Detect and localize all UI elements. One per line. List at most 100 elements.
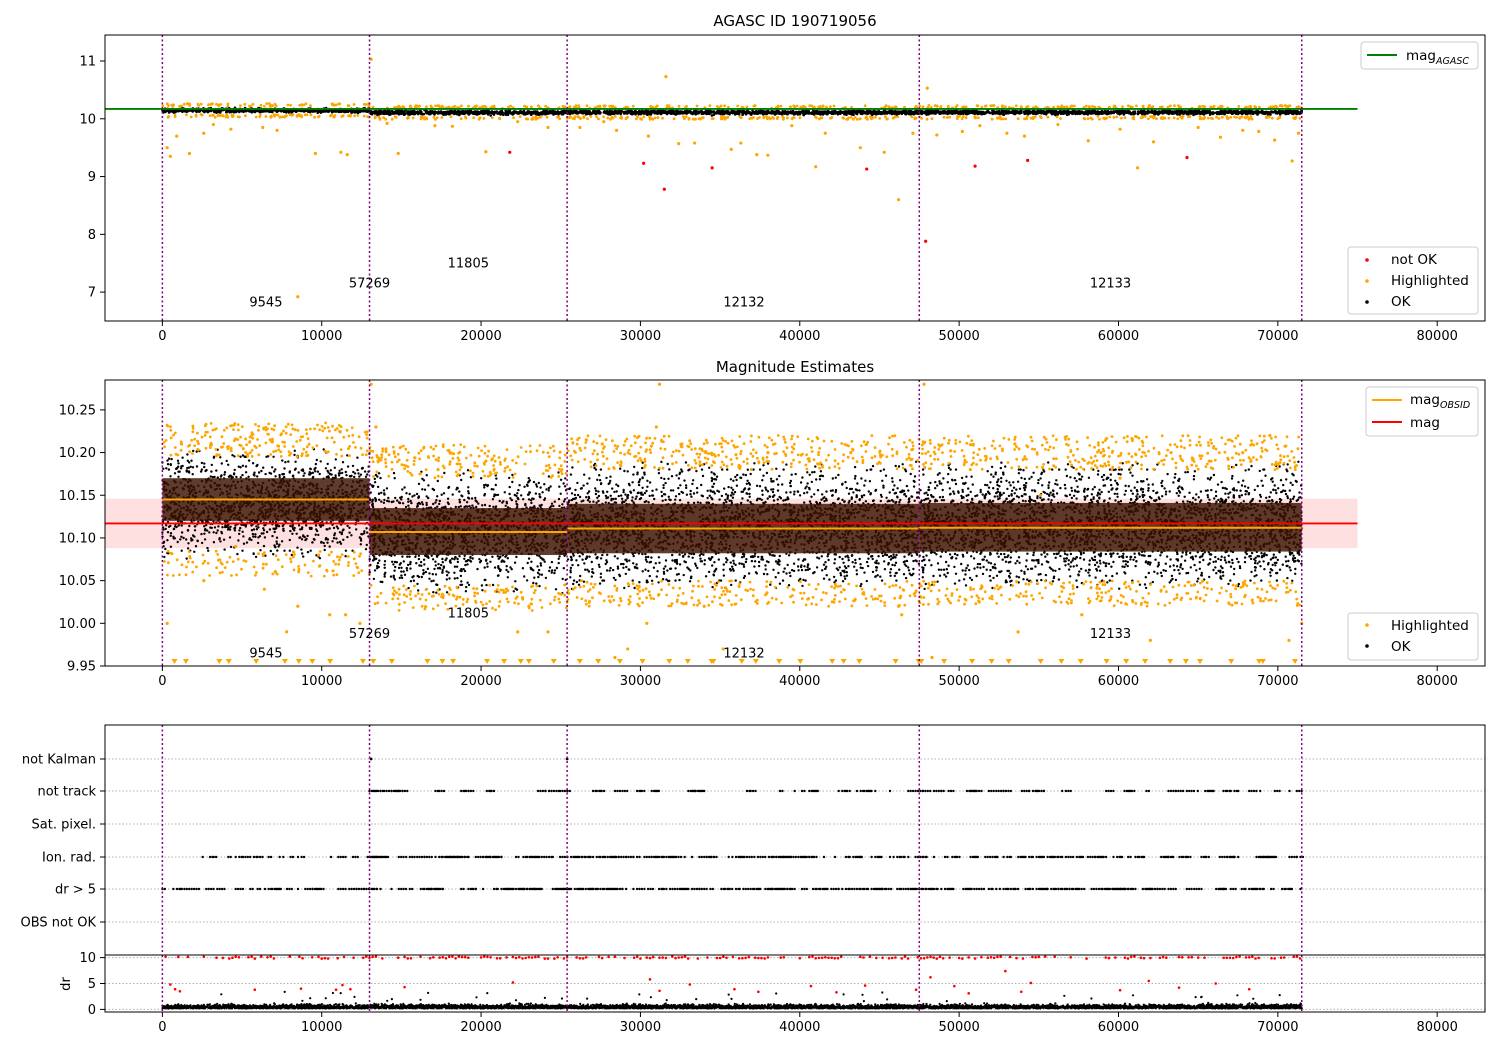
ok-point — [383, 110, 386, 113]
highlighted-point — [1126, 104, 1130, 108]
highlighted-point — [219, 103, 223, 106]
highlighted-point — [973, 115, 977, 118]
highlighted-point — [1046, 115, 1050, 119]
ok-point — [649, 111, 653, 114]
highlighted-point — [175, 134, 179, 138]
ok-point — [1217, 111, 1220, 114]
ok-point — [177, 462, 180, 465]
highlighted-point — [1233, 115, 1236, 119]
highlighted-point — [1038, 115, 1042, 118]
highlighted-point — [1130, 105, 1134, 109]
highlighted-point — [767, 116, 771, 119]
ok-point — [251, 462, 255, 465]
highlighted-point — [818, 117, 821, 121]
ok-point — [605, 109, 609, 113]
highlighted-point — [642, 115, 646, 119]
highlighted-point — [1136, 166, 1140, 170]
ok-point — [812, 113, 816, 116]
highlighted-point — [946, 104, 950, 108]
highlighted-point — [649, 116, 652, 120]
not-ok-point — [1185, 155, 1189, 160]
highlighted-point — [811, 105, 815, 109]
ok-point — [671, 112, 675, 115]
legend-not-ok: not OK — [1391, 252, 1438, 268]
highlighted-point — [207, 103, 210, 107]
highlighted-point — [265, 102, 269, 105]
highlighted-point — [273, 114, 276, 118]
ok-point — [705, 110, 709, 114]
highlighted-point — [715, 105, 719, 108]
ok-point — [239, 455, 242, 458]
highlighted-point — [1151, 115, 1155, 119]
highlighted-point — [401, 105, 405, 109]
ok-point — [1041, 110, 1044, 113]
highlighted-point — [661, 116, 664, 120]
ok-point — [668, 110, 672, 114]
ok-point — [1007, 111, 1010, 115]
ok-point — [512, 110, 516, 113]
ok-point — [642, 110, 645, 114]
highlighted-point — [723, 117, 727, 121]
ok-point — [309, 109, 313, 113]
panel-agasc: AGASC ID 190719056 954557269118051213212… — [79, 12, 1486, 344]
ok-point — [770, 112, 773, 115]
ok-point — [572, 109, 575, 112]
ok-point — [982, 110, 985, 114]
ok-point — [994, 110, 998, 114]
highlighted-point — [213, 115, 217, 119]
highlighted-point — [708, 104, 712, 108]
ok-point — [219, 540, 222, 543]
ok-point — [302, 534, 305, 537]
legend-ok: OK — [1391, 294, 1412, 310]
ok-point — [229, 545, 233, 549]
ok-point — [1109, 110, 1113, 113]
highlighted-point — [1086, 117, 1090, 120]
ok-point — [388, 111, 392, 115]
highlighted-point — [1123, 116, 1127, 120]
ok-point — [399, 112, 403, 116]
highlighted-point — [1267, 115, 1271, 118]
ok-point — [790, 111, 794, 114]
highlighted-point — [930, 117, 934, 121]
highlighted-point — [338, 102, 342, 106]
highlighted-point — [286, 103, 290, 107]
ok-point — [443, 111, 447, 114]
highlighted-point — [751, 116, 755, 120]
highlighted-point — [366, 115, 369, 118]
ok-point — [1139, 111, 1142, 114]
ok-point — [594, 112, 598, 116]
ok-point — [334, 109, 338, 112]
ok-point — [499, 111, 503, 115]
ok-point — [996, 110, 1000, 114]
highlighted-point — [687, 117, 691, 121]
highlighted-point — [1245, 105, 1248, 109]
highlighted-point — [1238, 116, 1241, 120]
highlighted-point — [1197, 105, 1201, 109]
highlighted-point — [961, 115, 965, 118]
highlighted-point — [582, 116, 586, 120]
ok-point — [241, 530, 244, 533]
ok-point — [535, 111, 538, 114]
ok-point — [897, 112, 900, 115]
ok-point — [603, 110, 607, 113]
ok-point — [970, 111, 973, 114]
ok-point — [552, 111, 556, 114]
axes-frame-agasc — [104, 34, 1486, 322]
ok-point — [1291, 112, 1295, 116]
ok-point — [1226, 111, 1229, 114]
ok-point — [715, 111, 719, 115]
ok-point — [317, 533, 320, 537]
highlighted-point — [569, 115, 572, 118]
ok-point — [195, 465, 199, 468]
ok-point — [883, 111, 886, 115]
x-tick-label: 40000 — [779, 329, 820, 344]
highlighted-point — [556, 115, 559, 119]
highlighted-point — [440, 104, 444, 108]
ok-point — [775, 109, 779, 113]
highlighted-point — [258, 113, 262, 117]
panel-title-agasc: AGASC ID 190719056 — [713, 12, 876, 30]
highlighted-point — [239, 104, 242, 107]
ok-point — [338, 520, 341, 523]
ok-point — [328, 527, 331, 530]
highlighted-point — [202, 131, 206, 135]
